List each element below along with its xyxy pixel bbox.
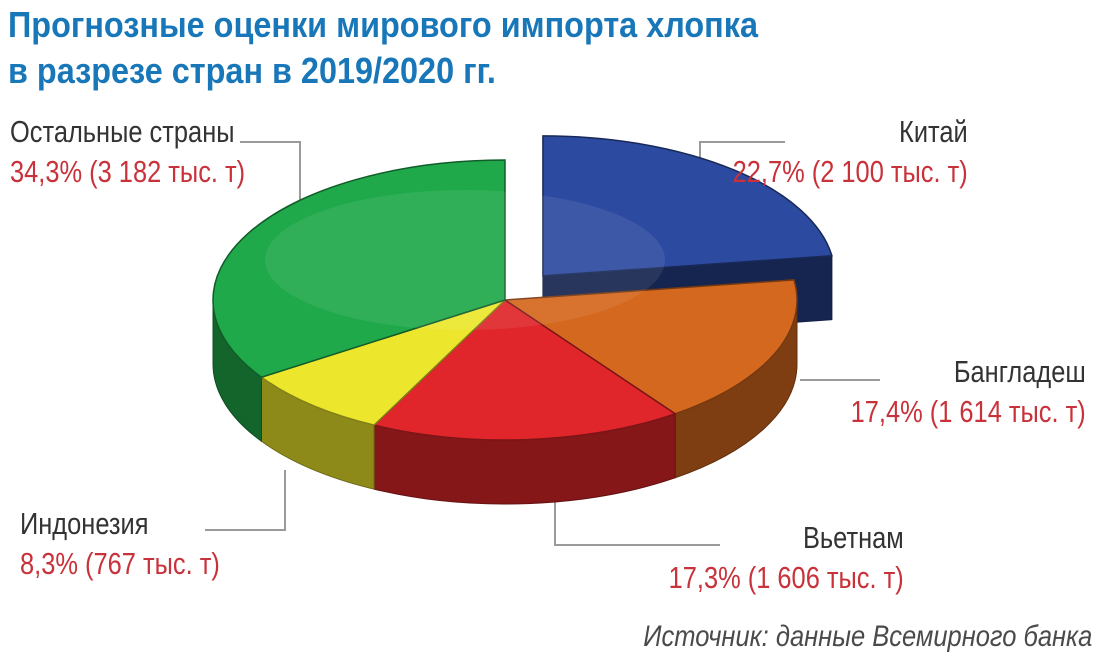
label-indonesia-name: Индонезия <box>20 506 149 541</box>
label-china-name: Китай <box>899 114 968 149</box>
pie-slice-other <box>212 159 506 379</box>
leader-line-other <box>240 141 301 210</box>
pie-slices <box>212 135 833 505</box>
label-vietnam-name: Вьетнам <box>803 520 904 555</box>
label-other-value: 34,3% (3 182 тыс. т) <box>10 154 246 189</box>
label-vietnam-value: 17,3% (1 606 тыс. т) <box>668 560 904 595</box>
label-bangladesh-name: Бангладеш <box>954 354 1086 389</box>
label-indonesia: Индонезия 8,3% (767 тыс. т) <box>20 504 220 584</box>
source-note: Источник: данные Всемирного банка <box>642 620 1092 653</box>
chart-title: Прогнозные оценки мирового импорта хлопк… <box>8 2 818 94</box>
leader-lines <box>205 141 880 546</box>
label-bangladesh: Бангладеш 17,4% (1 614 тыс. т) <box>851 352 1086 432</box>
pie-slice-bangladesh <box>502 279 798 415</box>
label-china-value: 22,7% (2 100 тыс. т) <box>732 154 968 189</box>
chart-title-line-1: Прогнозные оценки мирового импорта хлопк… <box>8 4 758 45</box>
label-indonesia-value: 8,3% (767 тыс. т) <box>20 546 220 581</box>
pie-slice-china <box>542 135 833 277</box>
pie-highlight <box>265 190 665 330</box>
label-other: Остальные страны 34,3% (3 182 тыс. т) <box>10 112 245 192</box>
label-bangladesh-value: 17,4% (1 614 тыс. т) <box>850 394 1086 429</box>
leader-line-indonesia <box>205 470 286 531</box>
pie-slice-indonesia <box>259 299 506 426</box>
label-vietnam: Вьетнам 17,3% (1 606 тыс. т) <box>669 518 904 598</box>
label-china: Китай 22,7% (2 100 тыс. т) <box>733 112 968 192</box>
leader-line-vietnam <box>554 500 720 546</box>
pie-slice-vietnam <box>372 299 677 441</box>
chart-title-line-2: в разрезе стран в 2019/2020 гг. <box>8 50 496 91</box>
label-other-name: Остальные страны <box>10 114 235 149</box>
